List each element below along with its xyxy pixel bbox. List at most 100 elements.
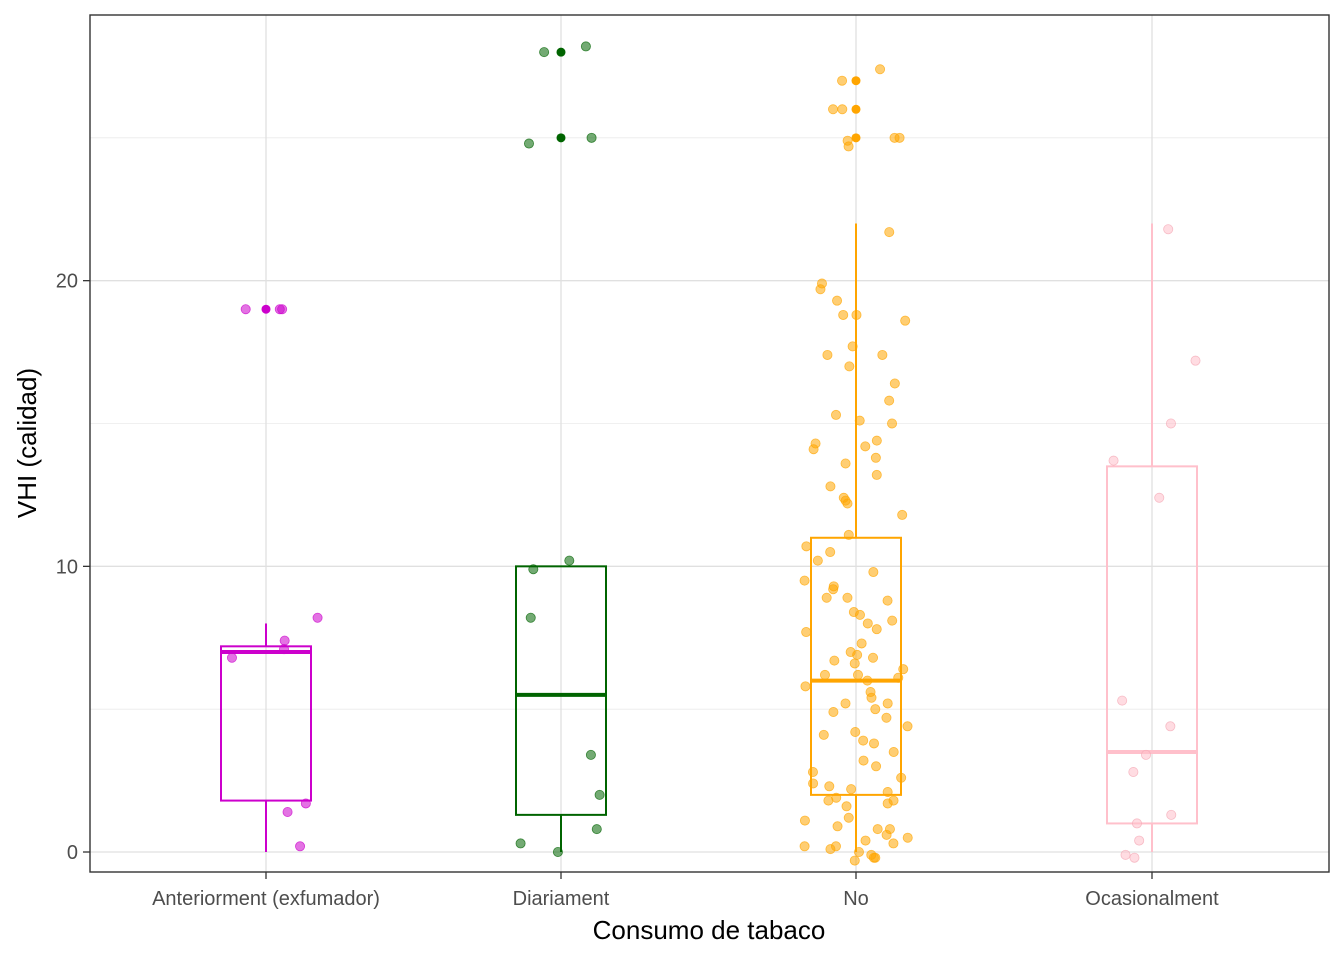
- data-point: [856, 638, 867, 649]
- x-axis-title: Consumo de tabaco: [593, 915, 826, 945]
- data-point: [825, 844, 836, 855]
- data-point: [881, 712, 892, 723]
- data-point: [850, 727, 861, 738]
- data-point: [860, 835, 871, 846]
- x-tick-label: No: [843, 888, 869, 910]
- data-point: [832, 821, 843, 832]
- data-point: [847, 341, 858, 352]
- data-point: [837, 75, 848, 86]
- data-point: [1165, 721, 1176, 732]
- data-point: [871, 469, 882, 480]
- data-point: [841, 801, 852, 812]
- data-point: [808, 778, 819, 789]
- data-point: [580, 41, 591, 52]
- outlier-point: [851, 104, 861, 114]
- data-point: [807, 767, 818, 778]
- box-group: [515, 47, 607, 853]
- data-point: [1190, 355, 1201, 366]
- data-point: [829, 655, 840, 666]
- data-point: [828, 707, 839, 718]
- data-point: [832, 295, 843, 306]
- data-point: [1128, 767, 1139, 778]
- data-point: [843, 529, 854, 540]
- data-point: [586, 132, 597, 143]
- data-point: [799, 841, 810, 852]
- data-point: [274, 304, 285, 315]
- data-point: [897, 509, 908, 520]
- data-point: [824, 781, 835, 792]
- data-point: [799, 575, 810, 586]
- y-tick-label: 10: [56, 556, 78, 578]
- x-tick-label: Diariament: [513, 888, 610, 910]
- data-point: [851, 309, 862, 320]
- data-point: [900, 315, 911, 326]
- data-point: [887, 615, 898, 626]
- data-point: [801, 627, 812, 638]
- data-point: [552, 847, 563, 858]
- data-point: [871, 761, 882, 772]
- data-point: [858, 735, 869, 746]
- box-iqr: [515, 565, 607, 816]
- data-point: [1166, 809, 1177, 820]
- data-point: [870, 452, 881, 463]
- boxes: [220, 47, 1198, 853]
- data-point: [884, 395, 895, 406]
- data-point: [823, 795, 834, 806]
- data-point: [852, 649, 863, 660]
- data-point: [882, 787, 893, 798]
- data-point: [902, 832, 913, 843]
- data-point: [868, 567, 879, 578]
- outlier-point: [261, 304, 271, 314]
- data-point: [1117, 695, 1128, 706]
- data-point: [822, 349, 833, 360]
- box-iqr: [220, 645, 312, 802]
- data-point: [838, 309, 849, 320]
- data-point: [515, 838, 526, 849]
- data-point: [853, 847, 864, 858]
- data-point: [858, 755, 869, 766]
- data-point: [871, 624, 882, 635]
- data-point: [860, 441, 871, 452]
- data-point: [843, 812, 854, 823]
- data-point: [1163, 224, 1174, 235]
- data-point: [1120, 849, 1131, 860]
- data-point: [887, 418, 898, 429]
- data-point: [1141, 749, 1152, 760]
- data-point: [852, 669, 863, 680]
- data-point: [854, 609, 865, 620]
- data-point: [528, 564, 539, 575]
- data-point: [1108, 455, 1119, 466]
- data-point: [539, 47, 550, 58]
- jitter-points: [226, 41, 1201, 866]
- plot-panel-background: [90, 15, 1329, 872]
- data-point: [870, 704, 881, 715]
- data-point: [902, 721, 913, 732]
- data-point: [819, 669, 830, 680]
- data-point: [898, 664, 909, 675]
- data-point: [801, 541, 812, 552]
- data-point: [882, 595, 893, 606]
- data-point: [279, 644, 290, 655]
- y-tick-label: 0: [67, 842, 78, 864]
- data-point: [862, 618, 873, 629]
- data-point: [312, 612, 323, 623]
- data-point: [585, 749, 596, 760]
- data-point: [808, 444, 819, 455]
- data-point: [815, 284, 826, 295]
- data-point: [300, 798, 311, 809]
- data-point: [279, 635, 290, 646]
- data-point: [1131, 818, 1142, 829]
- data-point: [1154, 492, 1165, 503]
- data-point: [800, 681, 811, 692]
- data-point: [594, 789, 605, 800]
- y-axis-title: VHI (calidad): [12, 368, 42, 518]
- data-point: [812, 555, 823, 566]
- data-point: [884, 227, 895, 238]
- data-point: [818, 729, 829, 740]
- data-point: [591, 824, 602, 835]
- outlier-point: [851, 133, 861, 143]
- data-point: [1134, 835, 1145, 846]
- x-tick-label: Anteriorment (exfumador): [152, 888, 380, 910]
- data-point: [523, 138, 534, 149]
